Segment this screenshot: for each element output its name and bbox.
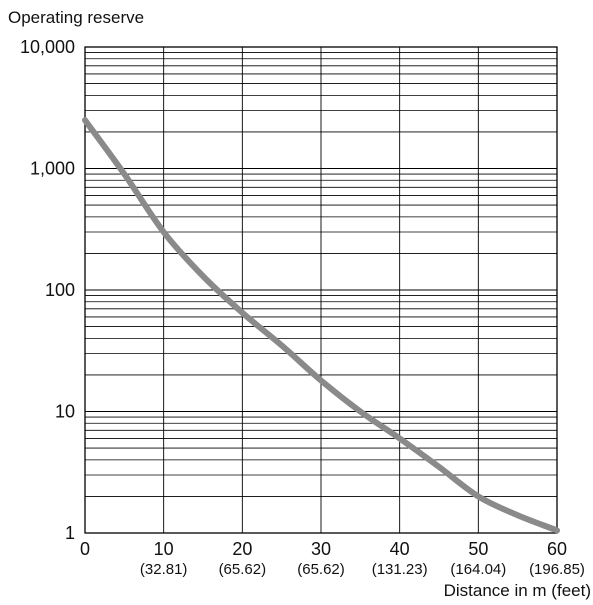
x-tick-label: 50	[468, 539, 488, 559]
plot-frame	[84, 46, 558, 534]
x-tick-label: 40	[390, 539, 410, 559]
x-tick-sublabel: (65.62)	[297, 561, 345, 578]
y-axis-label: Operating reserve	[8, 8, 145, 27]
y-tick-label: 10,000	[20, 37, 75, 57]
y-tick-label: 100	[45, 280, 75, 300]
series-line	[82, 117, 560, 534]
x-tick-sublabel: (131.23)	[372, 561, 428, 578]
x-tick-sublabel: (65.62)	[219, 561, 267, 578]
x-tick-label: 10	[154, 539, 174, 559]
x-tick-sublabel: (164.04)	[450, 561, 506, 578]
series-layer	[82, 117, 560, 534]
y-tick-label: 1,000	[30, 159, 75, 179]
tick-labels: 1 10 100 1,000 10,000 0 10 (32.81) 20 (65.62) 30 (6…	[20, 37, 585, 578]
x-tick-label: 30	[311, 539, 331, 559]
x-tick-sublabel: (32.81)	[140, 561, 188, 578]
y-tick-label: 10	[55, 402, 75, 422]
x-tick-label: 20	[232, 539, 252, 559]
y-tick-label: 1	[65, 523, 75, 543]
grid	[84, 46, 558, 534]
x-tick-label: 0	[80, 539, 90, 559]
x-tick-label: 60	[547, 539, 567, 559]
x-axis-label: Distance in m (feet)	[443, 581, 591, 600]
x-tick-sublabel: (196.85)	[529, 561, 585, 578]
